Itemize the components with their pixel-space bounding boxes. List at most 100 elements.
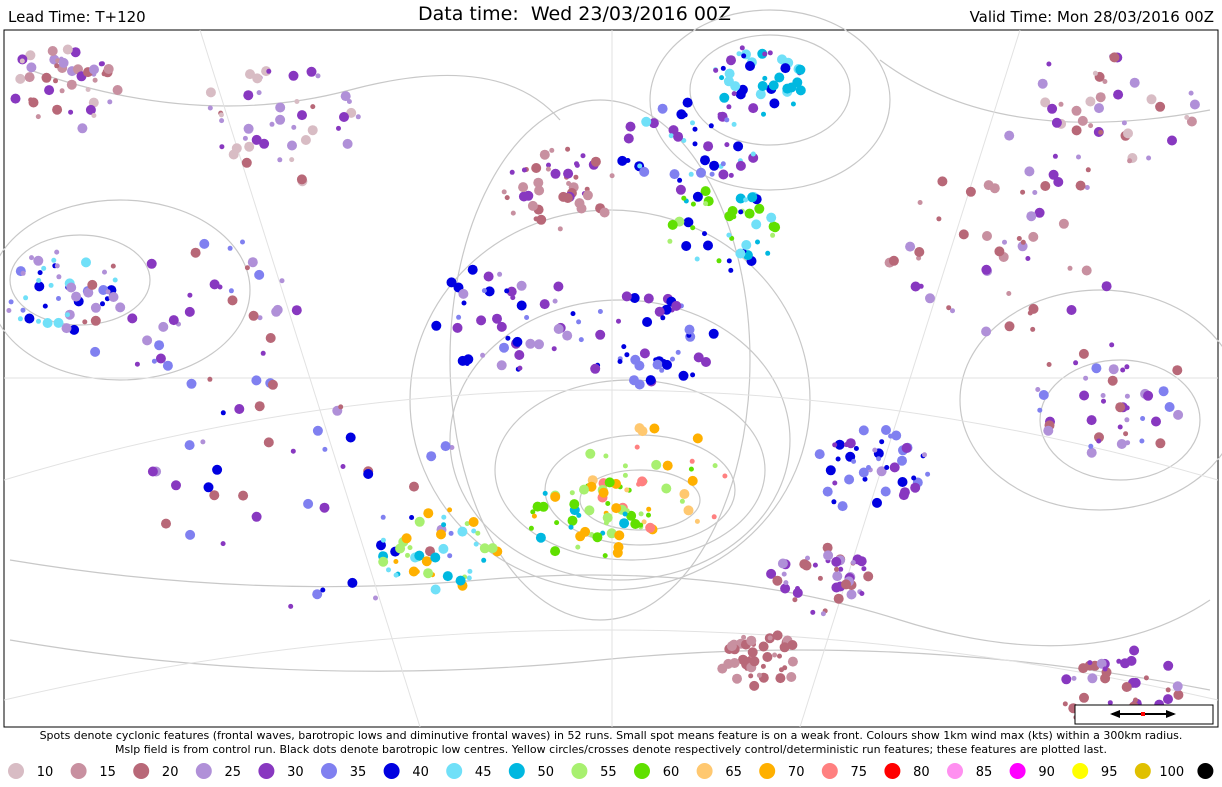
spot bbox=[107, 99, 113, 105]
spot bbox=[251, 511, 262, 522]
spot bbox=[879, 439, 885, 445]
spot bbox=[1167, 135, 1177, 146]
spot bbox=[1071, 675, 1077, 681]
spot bbox=[1151, 416, 1161, 427]
spot bbox=[737, 84, 748, 95]
spot bbox=[670, 356, 675, 362]
spot bbox=[83, 287, 94, 298]
spot bbox=[1115, 402, 1126, 413]
spot bbox=[586, 481, 597, 492]
spot bbox=[1035, 387, 1041, 392]
spot bbox=[423, 508, 434, 519]
spot bbox=[414, 550, 425, 561]
spot bbox=[574, 198, 585, 209]
spot bbox=[90, 346, 101, 357]
spot bbox=[1020, 239, 1026, 245]
spot bbox=[497, 271, 503, 277]
spot bbox=[713, 67, 719, 73]
spot bbox=[1085, 96, 1096, 107]
spot bbox=[617, 359, 623, 364]
spot bbox=[499, 342, 509, 353]
spot bbox=[888, 255, 899, 266]
spot bbox=[467, 568, 473, 574]
spot bbox=[792, 587, 803, 598]
spot bbox=[756, 672, 762, 678]
spot bbox=[777, 54, 787, 65]
spot bbox=[10, 93, 21, 104]
spot bbox=[517, 365, 523, 371]
spot bbox=[272, 304, 283, 315]
spot bbox=[1121, 120, 1127, 126]
spot bbox=[747, 647, 758, 658]
spot bbox=[733, 141, 744, 152]
spot bbox=[1040, 97, 1051, 108]
spot bbox=[510, 295, 516, 301]
spot bbox=[296, 174, 307, 185]
spot bbox=[1100, 673, 1111, 684]
spot bbox=[891, 430, 902, 441]
spot bbox=[241, 157, 252, 168]
legend-swatch bbox=[383, 763, 400, 779]
spot bbox=[758, 641, 769, 652]
spot bbox=[639, 166, 650, 177]
spot bbox=[240, 239, 245, 245]
spot bbox=[833, 593, 844, 604]
spot bbox=[512, 336, 523, 347]
spot bbox=[822, 486, 833, 497]
spot bbox=[792, 77, 803, 88]
legend-swatch bbox=[1134, 763, 1151, 779]
spot bbox=[65, 312, 70, 318]
spot bbox=[33, 255, 44, 266]
spot bbox=[71, 291, 82, 302]
spot bbox=[736, 51, 742, 57]
spot bbox=[58, 57, 69, 68]
spot bbox=[1098, 129, 1104, 135]
spot bbox=[1002, 239, 1007, 245]
spot bbox=[645, 375, 656, 386]
spot bbox=[565, 146, 571, 152]
spot bbox=[542, 490, 548, 496]
legend-swatch bbox=[70, 763, 87, 779]
spot bbox=[449, 445, 455, 450]
spot bbox=[641, 116, 652, 127]
spot bbox=[421, 556, 432, 567]
spot bbox=[36, 318, 41, 324]
spot bbox=[724, 68, 735, 79]
spot bbox=[853, 446, 859, 451]
spot bbox=[1109, 52, 1120, 63]
spot bbox=[504, 288, 510, 294]
spot bbox=[761, 111, 766, 117]
spot bbox=[729, 235, 735, 241]
spot bbox=[750, 151, 756, 157]
spot bbox=[898, 490, 909, 501]
spot bbox=[745, 61, 755, 71]
spot bbox=[817, 575, 823, 581]
spot bbox=[510, 210, 516, 216]
spot bbox=[1172, 681, 1183, 692]
spot bbox=[259, 138, 270, 149]
spot bbox=[1079, 390, 1090, 401]
spot bbox=[1058, 218, 1069, 229]
spot bbox=[729, 658, 740, 668]
spot bbox=[1067, 265, 1073, 271]
spot bbox=[538, 501, 549, 512]
spot bbox=[643, 293, 654, 304]
spot bbox=[553, 324, 564, 334]
spot bbox=[447, 553, 453, 559]
spot bbox=[393, 559, 399, 564]
spot bbox=[59, 88, 65, 94]
spot bbox=[146, 258, 157, 269]
spot bbox=[36, 278, 42, 283]
spot bbox=[834, 439, 845, 450]
spot bbox=[373, 595, 378, 601]
spot bbox=[440, 441, 451, 452]
legend-label: 75 bbox=[851, 765, 868, 780]
spot bbox=[639, 348, 650, 359]
spot bbox=[69, 324, 80, 335]
spot bbox=[41, 72, 52, 83]
legend-swatch bbox=[8, 763, 24, 779]
spot bbox=[936, 216, 942, 222]
spot bbox=[1173, 689, 1184, 700]
spot bbox=[279, 278, 285, 284]
spot bbox=[799, 559, 810, 570]
